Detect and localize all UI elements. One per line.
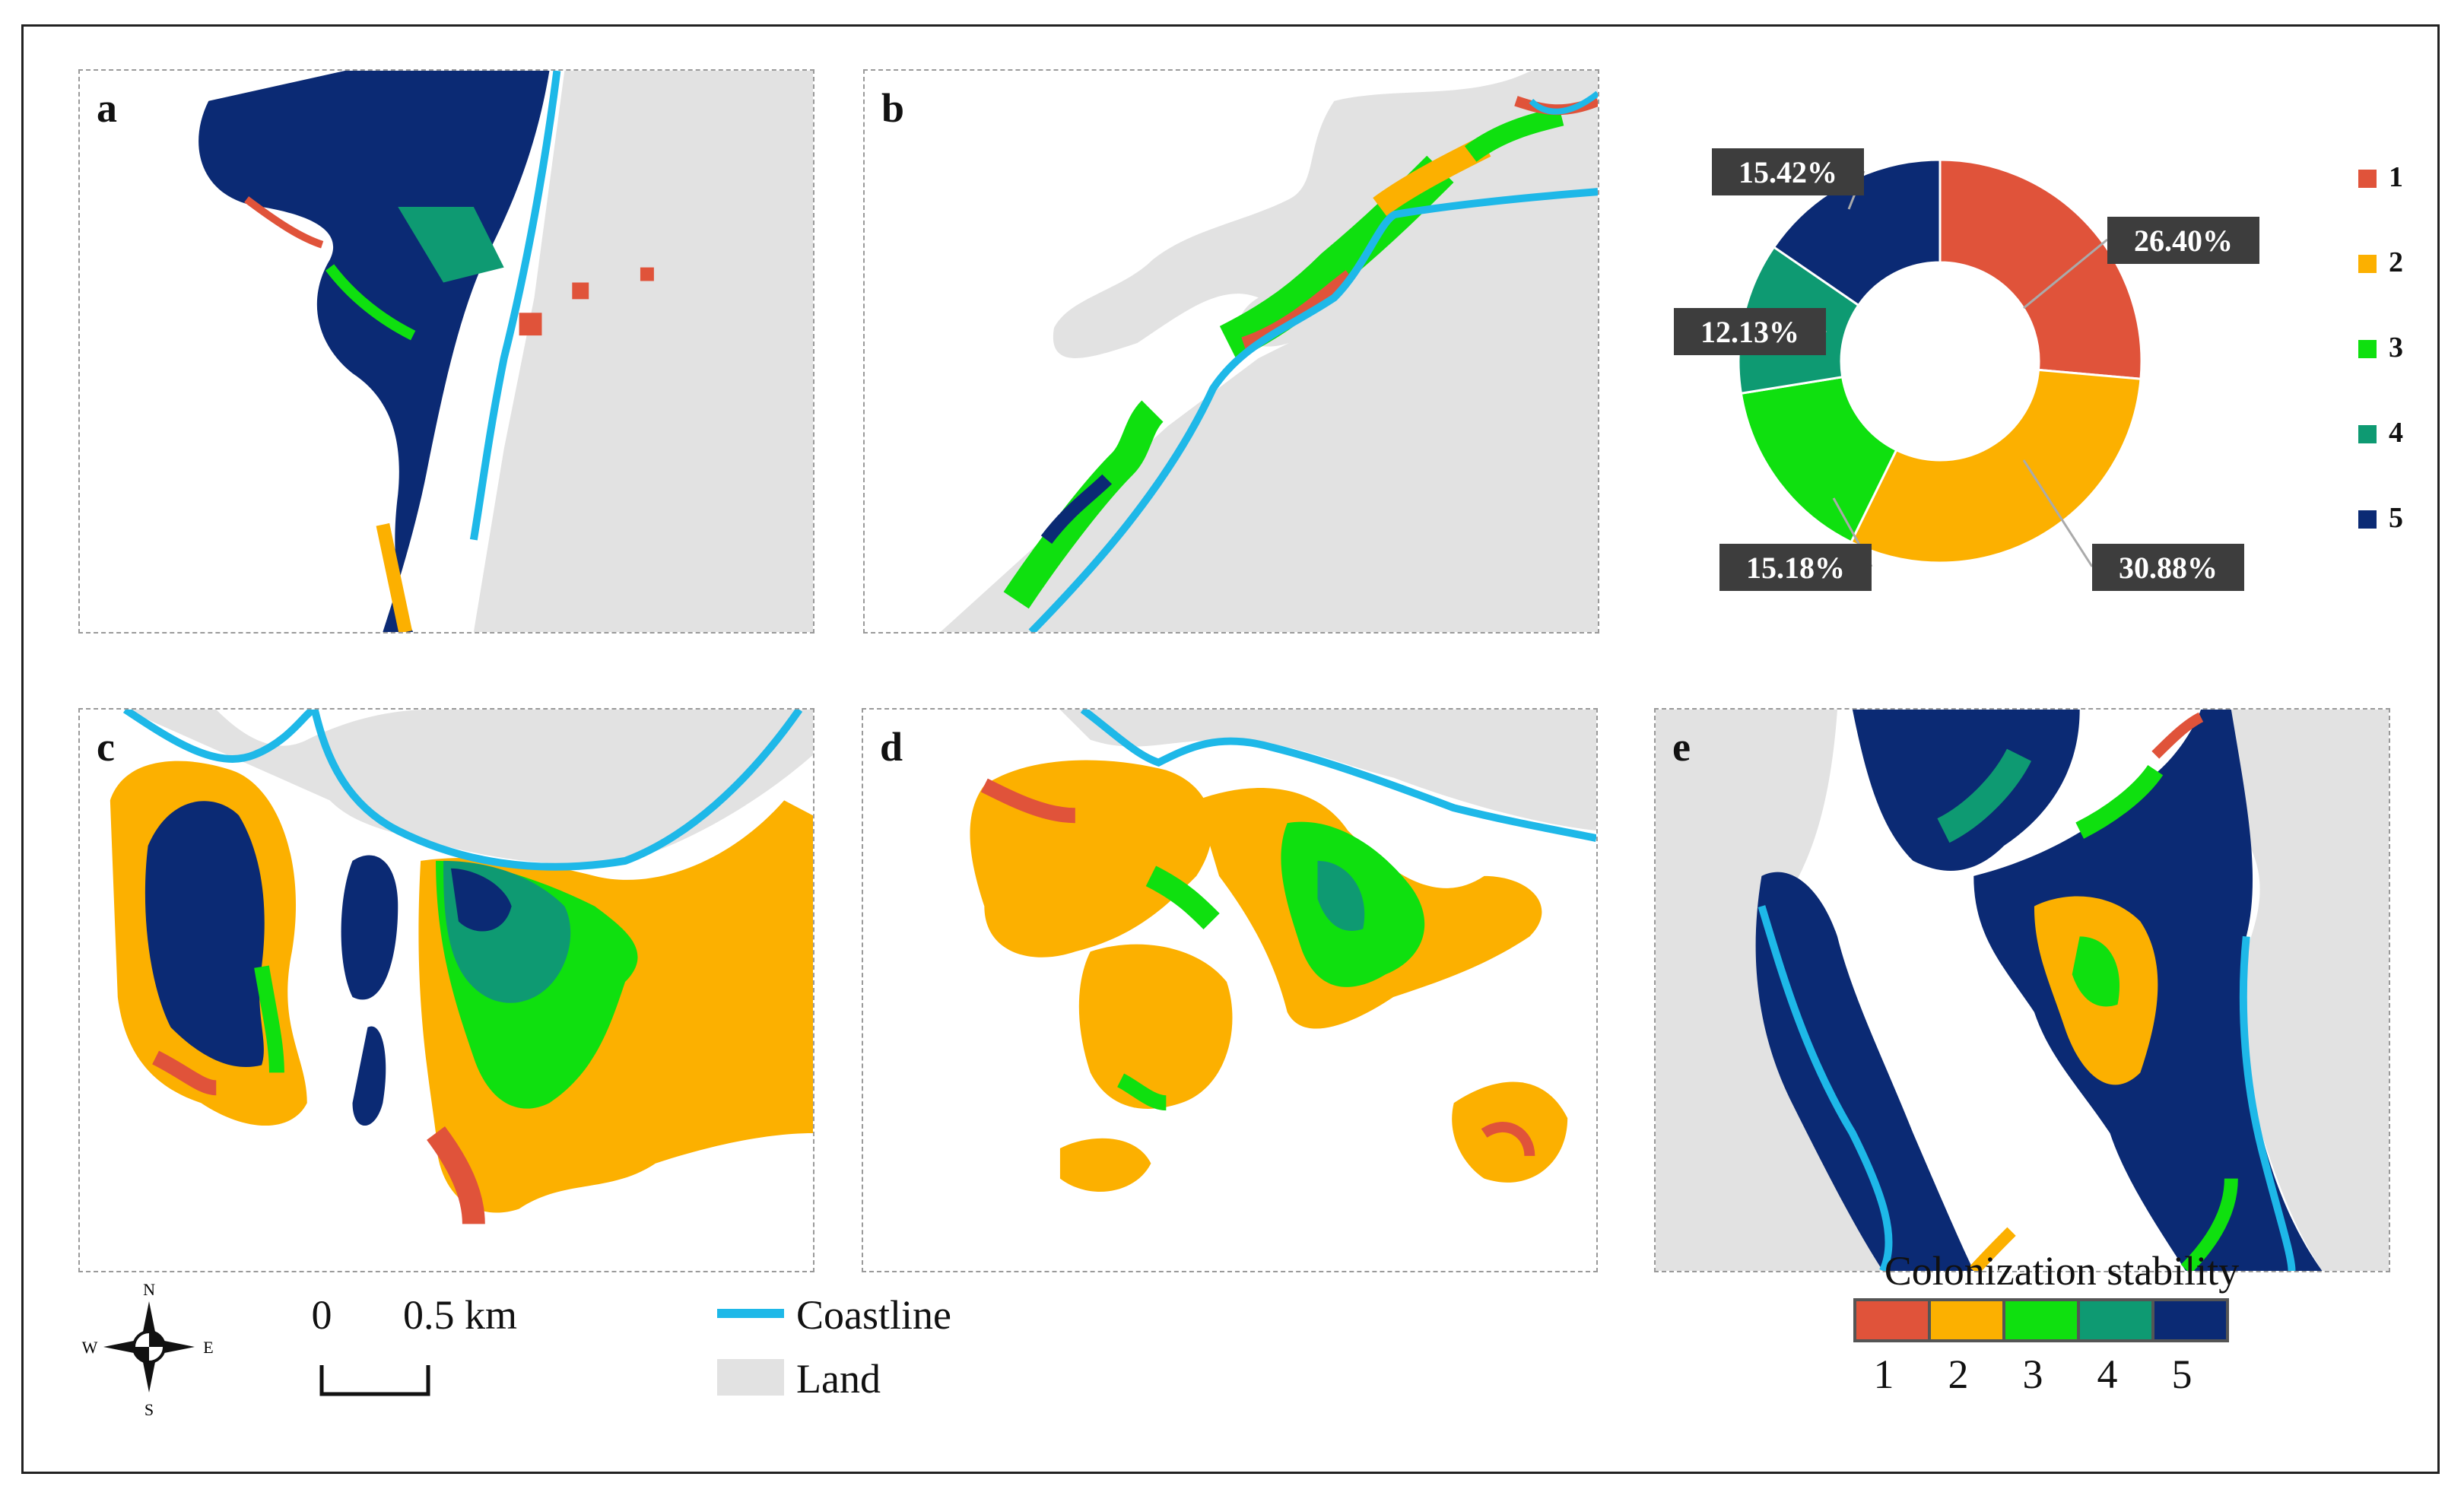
callout-label-1: 26.40%	[2134, 224, 2233, 258]
north-arrow-compass: N S E W	[82, 1280, 214, 1419]
map-c-graphic	[110, 710, 813, 1224]
callout-label-5: 15.42%	[1738, 155, 1837, 189]
donut-legend: 1 2 3 4 5	[2358, 161, 2403, 534]
callout-label-4: 12.13%	[1700, 315, 1799, 349]
donut-legend-label-2: 2	[2389, 246, 2403, 278]
callout-box-4	[1674, 308, 1826, 355]
donut-slice-5	[1772, 158, 1942, 307]
donut-slices	[1737, 158, 2143, 564]
map-legend: Coastline Land	[717, 1292, 951, 1402]
callout-box-5	[1712, 148, 1864, 195]
donut-legend-label-3: 3	[2389, 332, 2403, 364]
callout-2: 30.88%	[2092, 544, 2244, 591]
scale-bar: 0 0.5 km	[312, 1292, 517, 1396]
map-d-graphic	[970, 710, 1596, 1193]
map-panel-e: e	[1654, 708, 2390, 1272]
donut-legend-swatch-4	[2358, 425, 2377, 443]
callout-box-3	[1719, 544, 1872, 591]
compass-s: S	[144, 1400, 154, 1419]
stability-class-3: 3	[2023, 1351, 2043, 1397]
callout-leader-2	[2022, 459, 2094, 567]
compass-e: E	[203, 1338, 213, 1357]
panel-label-b: b	[881, 85, 905, 131]
donut-legend-swatch-5	[2358, 510, 2377, 529]
stability-class-1: 1	[1874, 1351, 1894, 1397]
donut-legend-swatch-1	[2358, 170, 2377, 188]
map-e-graphic	[1656, 710, 2389, 1271]
panel-label-a: a	[97, 85, 117, 131]
scale-zero: 0	[312, 1292, 332, 1338]
stability-donut-chart: 26.40% 30.88% 15.18% 12.13% 15.42% 1 2 3 4 5	[1674, 148, 2403, 591]
callout-box-2	[2092, 544, 2244, 591]
callout-leader-1	[2023, 238, 2108, 310]
donut-slice-3	[1739, 375, 1898, 544]
panel-label-d: d	[880, 724, 903, 770]
stability-class-2: 2	[1948, 1351, 1969, 1397]
map-panel-b: b	[863, 69, 1599, 634]
donut-legend-swatch-2	[2358, 255, 2377, 273]
stability-class-5: 5	[2172, 1351, 2193, 1397]
scale-end: 0.5 km	[403, 1292, 517, 1338]
map-panel-a: a	[78, 69, 814, 634]
callout-label-3: 15.18%	[1746, 551, 1845, 585]
callout-1: 26.40%	[2107, 217, 2259, 264]
map-panel-d: d	[862, 708, 1598, 1272]
map-b-graphic	[940, 71, 1598, 632]
donut-legend-label-1: 1	[2389, 161, 2403, 193]
compass-w: W	[82, 1338, 98, 1357]
map-a-graphic	[198, 71, 813, 632]
callout-label-2: 30.88%	[2119, 551, 2218, 585]
callout-4: 12.13%	[1674, 308, 1826, 355]
legend-coastline: Coastline	[796, 1292, 951, 1338]
compass-n: N	[143, 1280, 155, 1299]
stability-class-4: 4	[2097, 1351, 2118, 1397]
figure-frame: a b 26.40% 30.88% 15.18% 12.13% 15.42% 1 2 3 4 5	[21, 24, 2440, 1474]
donut-legend-label-4: 4	[2389, 417, 2403, 449]
donut-callouts: 26.40% 30.88% 15.18% 12.13% 15.42%	[1674, 148, 2259, 591]
donut-slice-2	[1850, 368, 2142, 564]
legend-land: Land	[796, 1356, 881, 1402]
panel-label-e: e	[1672, 724, 1691, 770]
callout-5: 15.42%	[1712, 148, 1864, 195]
donut-legend-swatch-3	[2358, 340, 2377, 358]
callout-box-1	[2107, 217, 2259, 264]
donut-slice-1	[1938, 158, 2143, 380]
callout-3: 15.18%	[1719, 544, 1872, 591]
donut-legend-label-5: 5	[2389, 502, 2403, 534]
map-panel-c: c	[78, 708, 814, 1272]
panel-label-c: c	[97, 724, 115, 770]
